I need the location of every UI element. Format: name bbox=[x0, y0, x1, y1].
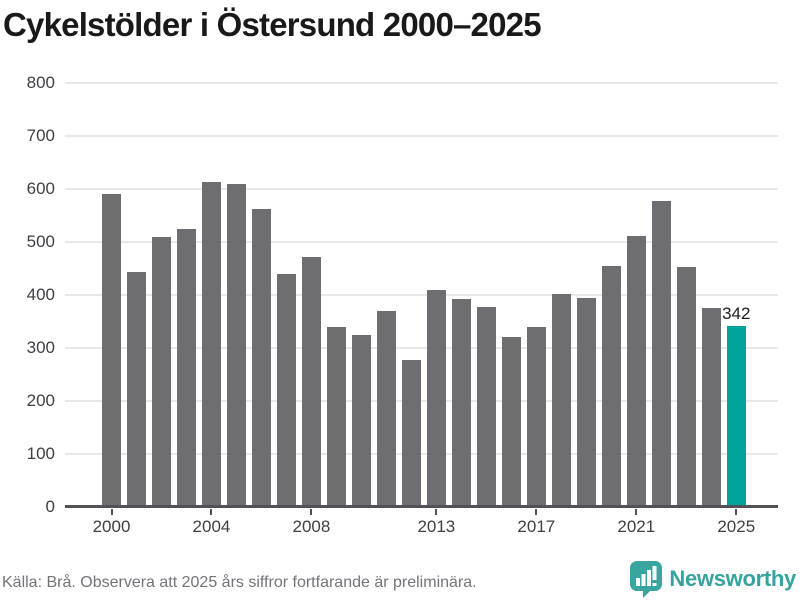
bar-2003 bbox=[176, 229, 196, 507]
gridline-300 bbox=[65, 347, 778, 350]
bar-2008 bbox=[301, 257, 321, 507]
plot-area: 0 100 200 300 400 500 600 700 800 2000 2004 2008 201… bbox=[26, 73, 778, 536]
bar-2018 bbox=[551, 294, 571, 507]
newsworthy-wordmark: Newsworthy bbox=[669, 566, 796, 591]
bar-2012 bbox=[401, 360, 421, 507]
bar-2002 bbox=[151, 237, 171, 507]
gridline-700 bbox=[65, 135, 778, 138]
bar-2023 bbox=[676, 267, 696, 507]
bar-2007 bbox=[276, 274, 296, 507]
bar-2022 bbox=[651, 201, 671, 507]
x-axis-tick-2008 bbox=[310, 509, 313, 515]
bar-2025 bbox=[726, 326, 746, 507]
y-axis-tick-label: 300 bbox=[26, 338, 55, 358]
bar-2021 bbox=[626, 236, 646, 507]
source-note: Källa: Brå. Observera att 2025 års siffr… bbox=[2, 574, 477, 591]
x-axis-line bbox=[65, 505, 778, 508]
y-axis-tick-label: 600 bbox=[26, 179, 55, 199]
y-axis-tick-label: 200 bbox=[26, 391, 55, 411]
bar-2001 bbox=[126, 272, 146, 507]
bar-2016 bbox=[501, 337, 521, 507]
bar-2013 bbox=[426, 290, 446, 507]
y-axis-tick-label: 500 bbox=[26, 232, 55, 252]
y-axis-tick-label: 100 bbox=[26, 444, 55, 464]
bar-2011 bbox=[376, 311, 396, 507]
x-axis-tick-label: 2008 bbox=[292, 517, 331, 536]
x-axis-tick-2004 bbox=[210, 509, 213, 515]
x-axis-tick-2021 bbox=[635, 509, 638, 515]
bar-2019 bbox=[576, 298, 596, 507]
gridline-500 bbox=[65, 241, 778, 244]
x-axis-tick-label: 2000 bbox=[92, 517, 131, 536]
x-axis-tick-2025 bbox=[735, 509, 738, 515]
gridline-600 bbox=[65, 188, 778, 191]
y-axis-tick-label: 400 bbox=[26, 285, 55, 305]
bar-2015 bbox=[476, 307, 496, 507]
x-axis-tick-2017 bbox=[535, 509, 538, 515]
x-axis-tick-2013 bbox=[435, 509, 438, 515]
gridline-100 bbox=[65, 453, 778, 456]
bar-2020 bbox=[601, 266, 621, 507]
x-axis-tick-label: 2017 bbox=[517, 517, 556, 536]
bar-2014 bbox=[451, 299, 471, 507]
x-axis-tick-2000 bbox=[110, 509, 113, 515]
bar-2017 bbox=[526, 327, 546, 507]
bar-2005 bbox=[226, 184, 246, 507]
y-axis-tick-label: 700 bbox=[26, 126, 55, 146]
x-axis-tick-label: 2013 bbox=[417, 517, 456, 536]
gridline-800 bbox=[65, 82, 778, 85]
bar-2024 bbox=[701, 308, 721, 507]
newsworthy-logo[interactable]: Newsworthy bbox=[629, 560, 796, 598]
x-axis-tick-label: 2025 bbox=[717, 517, 756, 536]
bar-2010 bbox=[351, 335, 371, 507]
x-axis-tick-label: 2004 bbox=[192, 517, 231, 536]
gridline-200 bbox=[65, 400, 778, 403]
bar-2004 bbox=[201, 182, 221, 507]
chart-title: Cykelstölder i Östersund 2000–2025 bbox=[3, 6, 542, 43]
bar-2006 bbox=[251, 209, 271, 507]
gridline-400 bbox=[65, 294, 778, 297]
y-axis-tick-label: 800 bbox=[26, 73, 55, 93]
newsworthy-logo-icon bbox=[630, 561, 663, 598]
y-axis-tick-label: 0 bbox=[45, 497, 55, 516]
footer: Källa: Brå. Observera att 2025 års siffr… bbox=[0, 561, 800, 600]
bar-2009 bbox=[326, 327, 346, 507]
highlight-value-label: 342 bbox=[722, 304, 751, 323]
x-axis-tick-label: 2021 bbox=[617, 517, 656, 536]
bar-2000 bbox=[102, 194, 121, 507]
